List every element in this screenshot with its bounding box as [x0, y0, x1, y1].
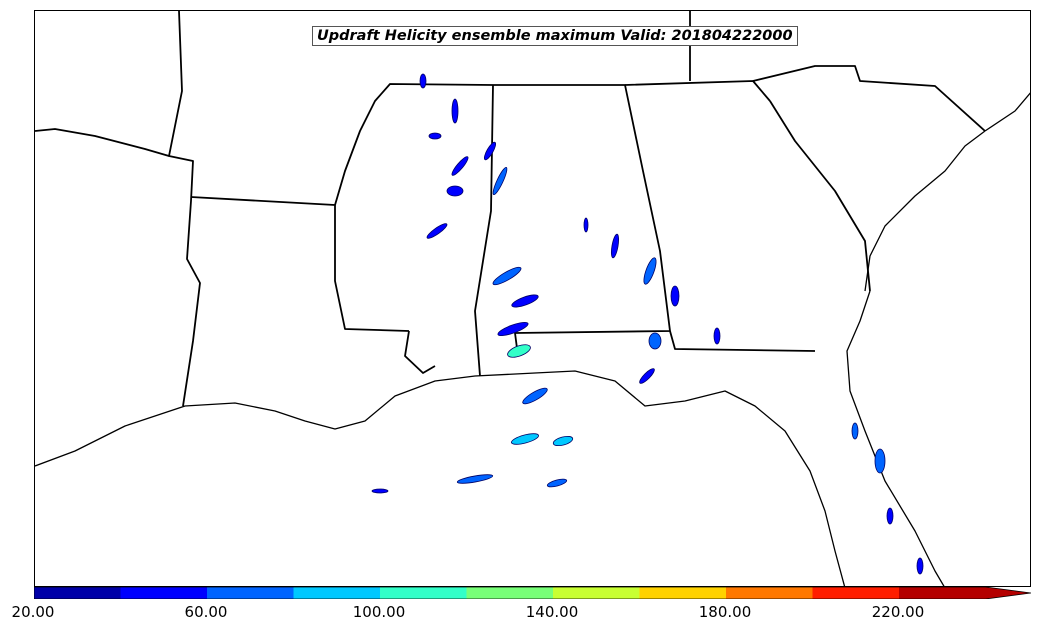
colorbar-tick-label: 180.00 — [698, 603, 752, 621]
colorbar-tick-label: 220.00 — [871, 603, 925, 621]
colorbar-bin — [380, 587, 467, 599]
map-title: Updraft Helicity ensemble maximum Valid:… — [312, 26, 798, 46]
colorbar-bin — [466, 587, 554, 599]
coastlines — [35, 92, 1030, 586]
colorbar-bin — [207, 587, 294, 599]
colorbar-extend-arrow — [985, 587, 1031, 599]
colorbar-bin — [553, 587, 640, 599]
state-boundaries — [35, 11, 986, 407]
colorbar-bin — [293, 587, 381, 599]
map-panel: Updraft Helicity ensemble maximum Valid:… — [34, 10, 1031, 587]
colorbar-tick-label: 60.00 — [184, 603, 228, 621]
colorbar-bin — [34, 587, 121, 599]
colorbar-bin — [639, 587, 727, 599]
updraft-helicity-contours — [371, 73, 924, 575]
colorbar-bin — [120, 587, 208, 599]
colorbar — [34, 587, 1031, 599]
colorbar-bin — [812, 587, 900, 599]
map-canvas — [35, 11, 1030, 586]
colorbar-tick-label: 140.00 — [525, 603, 579, 621]
colorbar-tick-label: 20.00 — [11, 603, 55, 621]
colorbar-tick-label: 100.00 — [352, 603, 406, 621]
colorbar-bin — [726, 587, 813, 599]
colorbar-bin — [899, 587, 986, 599]
